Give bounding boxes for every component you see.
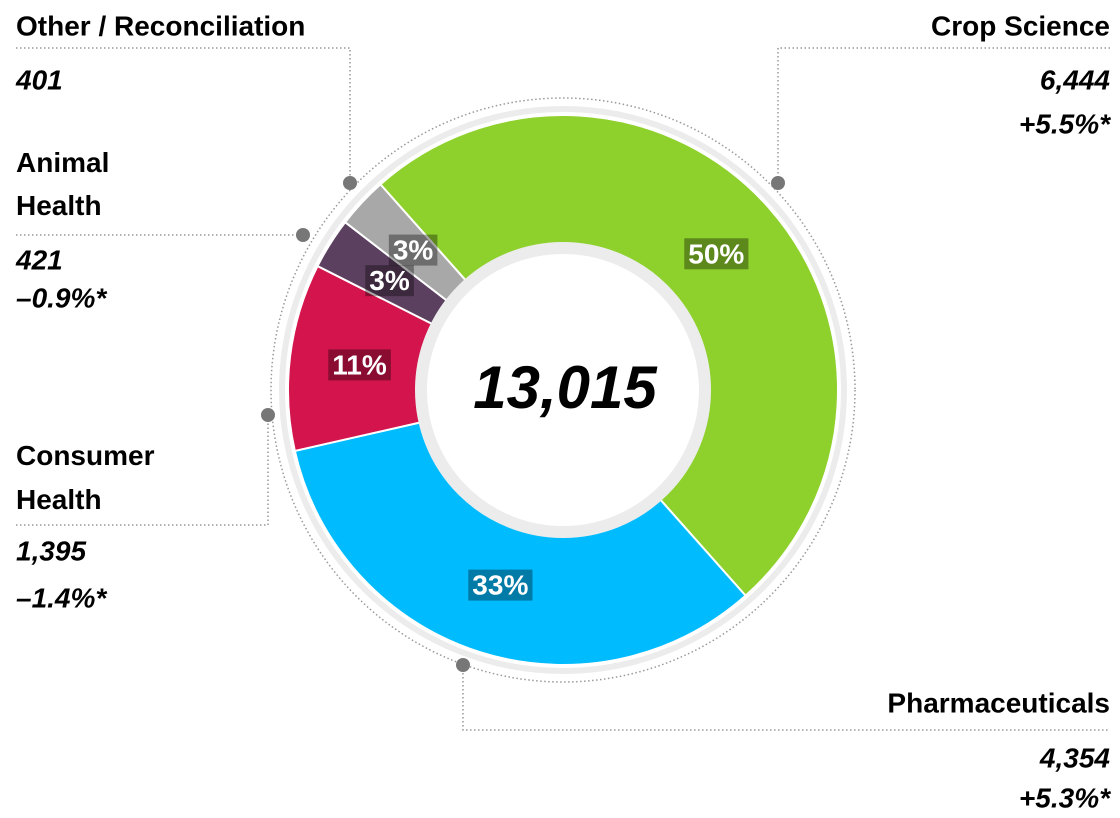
- change: –0.9%*: [16, 282, 107, 313]
- change: +5.3%*: [1019, 782, 1111, 813]
- percent-label: 3%: [369, 265, 410, 296]
- percent-label: 11%: [332, 349, 387, 380]
- leader-dot: [771, 176, 785, 190]
- donut-hole: [415, 242, 711, 538]
- percent-label: 50%: [688, 238, 744, 269]
- category-name: Animal Health: [16, 147, 117, 221]
- category-name: Crop Science: [931, 10, 1110, 41]
- outer-dotted-ring: [270, 97, 856, 683]
- percent-label: 3%: [393, 235, 434, 266]
- leader-dot: [456, 658, 470, 672]
- change: –1.4%*: [16, 582, 107, 613]
- percent-label-bg: [388, 234, 438, 266]
- amount: 4,354: [1039, 742, 1110, 773]
- category-name: Consumer Health: [16, 440, 162, 515]
- leader-dot: [296, 228, 310, 242]
- leader-line: [462, 665, 1110, 731]
- percent-label-bg: [468, 569, 533, 601]
- category-name: Other / Reconciliation: [16, 10, 305, 41]
- amount: 401: [15, 64, 63, 95]
- leader-line: [16, 415, 269, 526]
- leader-line: [16, 47, 351, 183]
- change: +5.5%*: [1019, 108, 1111, 139]
- percent-label-bg: [328, 349, 391, 381]
- total: 13,015: [473, 354, 658, 421]
- leader-dot: [343, 176, 357, 190]
- leader-line: [777, 47, 1110, 183]
- category-name: Pharmaceuticals: [887, 687, 1110, 718]
- amount: 421: [15, 244, 63, 275]
- leader-dot: [261, 408, 275, 422]
- percent-label-bg: [365, 265, 414, 297]
- amount: 6,444: [1040, 64, 1110, 95]
- amount: 1,395: [16, 535, 86, 566]
- outer-ring: [279, 106, 847, 674]
- percent-label: 33%: [472, 570, 528, 601]
- percent-label-bg: [684, 238, 749, 270]
